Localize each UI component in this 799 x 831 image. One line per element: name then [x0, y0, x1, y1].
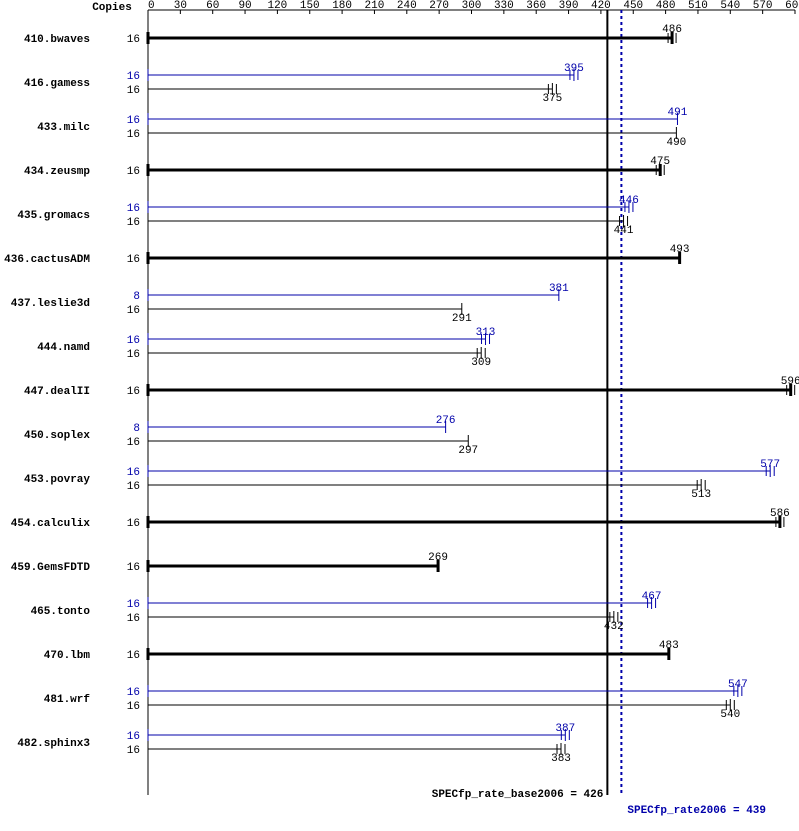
- copies-label-base: 16: [127, 129, 140, 141]
- svg-text:180: 180: [332, 0, 352, 12]
- value-label: 475: [650, 156, 670, 168]
- benchmark-label: 434.zeusmp: [24, 166, 90, 178]
- benchmark-label: 465.tonto: [31, 606, 91, 618]
- value-label-base: 432: [604, 621, 624, 633]
- copies-label-peak: 16: [127, 203, 140, 215]
- copies-label-peak: 16: [127, 467, 140, 479]
- svg-text:540: 540: [720, 0, 740, 12]
- benchmark-label: 470.lbm: [44, 650, 91, 662]
- copies-label-peak: 8: [133, 291, 140, 303]
- svg-text:390: 390: [559, 0, 579, 12]
- svg-text:510: 510: [688, 0, 708, 12]
- value-label-base: 309: [471, 357, 491, 369]
- copies-label-base: 16: [127, 349, 140, 361]
- spec-chart: Copies 0 30 60 90 120 150 180 210 240 270 300 330 360…: [0, 0, 799, 831]
- benchmark-label: 447.dealII: [24, 386, 90, 398]
- svg-text:360: 360: [526, 0, 546, 12]
- value-label-peak: 577: [760, 459, 780, 471]
- copies-label-base: 16: [127, 481, 140, 493]
- value-label-base: 375: [542, 93, 562, 105]
- svg-text:90: 90: [238, 0, 251, 12]
- copies-label-base: 16: [127, 701, 140, 713]
- benchmark-label: 435.gromacs: [17, 210, 90, 222]
- value-label-peak: 446: [619, 195, 639, 207]
- copies-label-peak: 16: [127, 115, 140, 127]
- copies-label: 16: [127, 562, 140, 574]
- benchmark-label: 437.leslie3d: [11, 298, 90, 310]
- svg-text:450: 450: [623, 0, 643, 12]
- svg-text:Copies: Copies: [92, 2, 132, 14]
- copies-label-base: 16: [127, 437, 140, 449]
- svg-text:480: 480: [656, 0, 676, 12]
- copies-label-base: 16: [127, 85, 140, 97]
- benchmark-label: 410.bwaves: [24, 34, 90, 46]
- svg-text:600: 600: [785, 0, 799, 12]
- benchmark-label: 453.povray: [24, 474, 90, 486]
- value-label-base: 383: [551, 753, 571, 765]
- copies-label-base: 16: [127, 305, 140, 317]
- copies-label-base: 16: [127, 613, 140, 625]
- copies-label: 16: [127, 34, 140, 46]
- svg-text:30: 30: [174, 0, 187, 12]
- chart-svg: Copies 0 30 60 90 120 150 180 210 240 270 300 330 360…: [0, 0, 799, 831]
- value-label: 486: [662, 24, 682, 36]
- copies-label-base: 16: [127, 217, 140, 229]
- svg-text:120: 120: [267, 0, 287, 12]
- svg-text:0: 0: [148, 0, 155, 12]
- benchmark-label: 454.calculix: [11, 518, 91, 530]
- svg-text:300: 300: [462, 0, 482, 12]
- value-label-base: 441: [614, 225, 634, 237]
- value-label-peak: 387: [555, 723, 575, 735]
- value-label: 493: [670, 244, 690, 256]
- value-label-peak: 381: [549, 283, 569, 295]
- copies-label: 16: [127, 386, 140, 398]
- value-label-base: 490: [666, 137, 686, 149]
- benchmark-label: 444.namd: [37, 342, 90, 354]
- copies-label: 16: [127, 166, 140, 178]
- value-label-base: 291: [452, 313, 472, 325]
- value-label-peak: 491: [668, 107, 688, 119]
- copies-label-peak: 16: [127, 335, 140, 347]
- benchmark-label: 482.sphinx3: [17, 738, 90, 750]
- benchmark-label: 459.GemsFDTD: [11, 562, 91, 574]
- benchmark-label: 433.milc: [37, 122, 90, 134]
- svg-text:240: 240: [397, 0, 417, 12]
- benchmark-label: 481.wrf: [44, 694, 91, 706]
- svg-text:330: 330: [494, 0, 514, 12]
- copies-label: 16: [127, 650, 140, 662]
- copies-label: 16: [127, 518, 140, 530]
- copies-label-base: 16: [127, 745, 140, 757]
- value-label: 586: [770, 508, 790, 520]
- value-label-peak: 467: [642, 591, 662, 603]
- value-label: 269: [428, 552, 448, 564]
- copies-label-peak: 16: [127, 731, 140, 743]
- copies-label-peak: 16: [127, 687, 140, 699]
- value-label: 596: [781, 376, 799, 388]
- svg-text:150: 150: [300, 0, 320, 12]
- summary-base-label: SPECfp_rate_base2006 = 426: [432, 789, 604, 801]
- copies-label-peak: 16: [127, 599, 140, 611]
- value-label-peak: 547: [728, 679, 748, 691]
- summary-peak-label: SPECfp_rate2006 = 439: [627, 805, 766, 817]
- svg-text:570: 570: [753, 0, 773, 12]
- value-label-peak: 276: [436, 415, 456, 427]
- value-label-base: 540: [720, 709, 740, 721]
- copies-label: 16: [127, 254, 140, 266]
- copies-label-peak: 16: [127, 71, 140, 83]
- value-label: 483: [659, 640, 679, 652]
- benchmark-label: 450.soplex: [24, 430, 90, 442]
- benchmark-label: 416.gamess: [24, 78, 90, 90]
- copies-label-peak: 8: [133, 423, 140, 435]
- svg-text:270: 270: [429, 0, 449, 12]
- benchmark-label: 436.cactusADM: [4, 254, 90, 266]
- value-label-base: 513: [691, 489, 711, 501]
- value-label-base: 297: [458, 445, 478, 457]
- value-label-peak: 313: [476, 327, 496, 339]
- svg-text:60: 60: [206, 0, 219, 12]
- svg-text:210: 210: [365, 0, 385, 12]
- value-label-peak: 395: [564, 63, 584, 75]
